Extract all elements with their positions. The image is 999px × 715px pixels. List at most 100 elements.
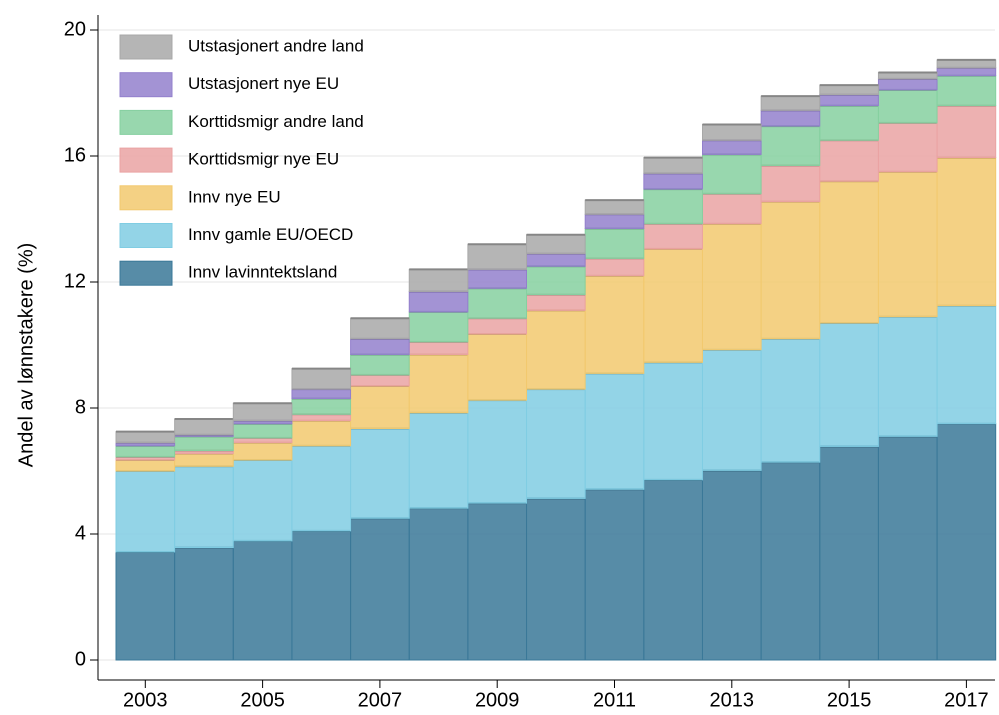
bar-segment xyxy=(702,193,762,225)
bar-segment xyxy=(760,125,821,166)
bar-segment xyxy=(350,427,410,519)
bar-segment xyxy=(291,398,352,415)
bar-segment xyxy=(174,418,234,436)
bar-segment xyxy=(936,157,997,307)
legend-swatch xyxy=(119,260,173,286)
bar-segment xyxy=(526,294,586,311)
bar-segment xyxy=(408,311,469,343)
x-tick-label: 2011 xyxy=(593,689,636,711)
bar-segment xyxy=(526,497,586,661)
bar-segment xyxy=(408,412,469,509)
bar-segment xyxy=(584,257,645,277)
y-tick-label: 4 xyxy=(75,522,86,544)
bar-segment xyxy=(584,199,645,215)
bar-segment xyxy=(291,445,352,532)
bar-segment xyxy=(702,153,762,195)
x-tick-label: 2013 xyxy=(710,689,755,711)
bar-segment xyxy=(115,551,176,661)
bar-segment xyxy=(115,445,176,458)
bar-segment xyxy=(877,316,938,437)
bar-segment xyxy=(877,89,938,124)
bar-segment xyxy=(291,388,352,400)
x-tick-label: 2017 xyxy=(944,689,989,711)
bar-segment xyxy=(350,353,410,376)
legend-label: Korttidsmigr nye EU xyxy=(188,150,339,169)
bar-segment xyxy=(526,234,586,255)
bar-segment xyxy=(643,188,703,225)
legend-label: Innv nye EU xyxy=(188,187,281,206)
bar-segment xyxy=(526,388,586,499)
y-tick-label: 16 xyxy=(64,144,86,166)
bar-segment xyxy=(760,95,821,111)
bar-segment xyxy=(350,517,410,661)
bar-segment xyxy=(819,105,879,141)
bar-segment xyxy=(350,317,410,340)
bar-segment xyxy=(115,431,176,444)
bar-segment xyxy=(232,540,293,661)
bar-segment xyxy=(232,459,293,542)
bar-segment xyxy=(467,287,527,319)
legend-swatch xyxy=(119,147,173,173)
bar-segment xyxy=(877,122,938,173)
bar-segment xyxy=(232,442,293,461)
bar-segment xyxy=(526,265,586,296)
bar-segment xyxy=(467,317,527,335)
bar-segment xyxy=(467,502,527,661)
bar-segment xyxy=(232,402,293,422)
y-tick-label: 12 xyxy=(64,270,86,292)
bar-segment xyxy=(760,338,821,463)
bar-segment xyxy=(408,268,469,292)
bar-segment xyxy=(408,353,469,414)
bar-segment xyxy=(408,341,469,355)
legend-swatch xyxy=(119,34,173,60)
bar-segment xyxy=(584,275,645,374)
y-axis-label: Andel av lønnstakere (%) xyxy=(15,243,37,468)
bar-segment xyxy=(702,349,762,471)
bar-segment xyxy=(643,172,703,190)
bar-segment xyxy=(643,223,703,250)
bar-segment xyxy=(526,253,586,267)
legend-swatch xyxy=(119,109,173,135)
bar-segment xyxy=(291,420,352,447)
legend-swatch xyxy=(119,185,173,211)
bar-segment xyxy=(350,385,410,429)
bar-segment xyxy=(760,461,821,661)
bar-segment xyxy=(467,268,527,289)
bar-segment xyxy=(702,124,762,141)
bar-segment xyxy=(174,435,234,452)
bar-segment xyxy=(643,479,703,661)
bar-segment xyxy=(174,547,234,661)
bar-segment xyxy=(819,180,879,324)
y-tick-label: 20 xyxy=(64,18,86,40)
y-tick-label: 0 xyxy=(75,648,86,670)
legend-label: Utstasjonert nye EU xyxy=(188,74,339,93)
bar-segment xyxy=(174,453,234,467)
bar-segment xyxy=(584,213,645,229)
bar-segment xyxy=(174,465,234,549)
legend-label: Korttidsmigr andre land xyxy=(188,112,364,131)
bar-segment xyxy=(936,59,997,69)
bar-segment xyxy=(350,338,410,355)
x-tick-label: 2015 xyxy=(827,689,872,711)
x-tick-label: 2003 xyxy=(123,689,168,711)
bar-segment xyxy=(115,459,176,472)
bar-segment xyxy=(936,67,997,77)
bar-segment xyxy=(877,171,938,318)
bar-segment xyxy=(291,530,352,661)
legend-label: Innv lavinntektsland xyxy=(188,263,337,282)
legend-label: Utstasjonert andre land xyxy=(188,36,364,55)
bar-segment xyxy=(584,372,645,490)
bar-segment xyxy=(584,227,645,259)
bar-segment xyxy=(936,75,997,107)
bar-segment xyxy=(877,435,938,661)
bar-segment xyxy=(760,109,821,127)
bar-segment xyxy=(643,248,703,363)
bar-segment xyxy=(408,290,469,313)
bar-segment xyxy=(643,361,703,481)
bar-segment xyxy=(643,157,703,174)
x-tick-label: 2005 xyxy=(240,689,285,711)
legend-label: Innv gamle EU/OECD xyxy=(188,225,353,244)
bar-segment xyxy=(819,322,879,447)
bar-segment xyxy=(584,488,645,661)
bar-segment xyxy=(819,84,879,96)
